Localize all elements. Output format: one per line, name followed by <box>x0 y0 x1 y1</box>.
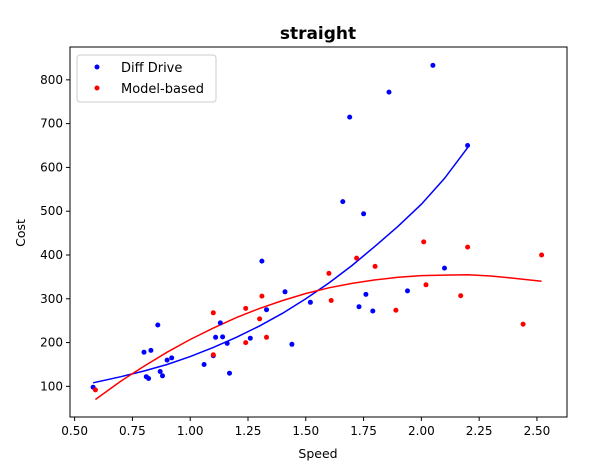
y-tick-label: 100 <box>40 379 63 393</box>
data-point-diff-drive <box>247 335 253 341</box>
data-point-diff-drive <box>361 211 367 217</box>
data-point-model-based <box>393 307 399 313</box>
plot-frame <box>69 46 568 418</box>
data-point-model-based <box>328 298 334 303</box>
data-point-diff-drive <box>148 347 154 353</box>
data-point-model-based <box>465 244 471 250</box>
data-point-diff-drive <box>227 370 232 376</box>
legend-label-model-based: Model-based <box>121 82 204 97</box>
data-point-model-based <box>259 293 265 299</box>
y-tick-label: 700 <box>40 117 63 131</box>
data-point-model-based <box>326 270 332 276</box>
legend-box <box>76 54 217 103</box>
trend-line-diff-drive <box>92 147 469 384</box>
data-point-diff-drive <box>169 355 175 361</box>
x-tick-label: 2.00 <box>408 424 435 438</box>
data-point-diff-drive <box>465 143 471 148</box>
chart-title: straight <box>280 24 356 44</box>
x-tick-label: 1.25 <box>235 424 262 438</box>
data-point-model-based <box>264 334 269 340</box>
data-point-diff-drive <box>347 114 353 120</box>
data-point-diff-drive <box>363 291 369 297</box>
y-tick-label: 200 <box>40 336 63 350</box>
x-tick-label: 1.50 <box>292 424 319 438</box>
data-point-model-based <box>458 293 464 299</box>
data-point-model-based <box>92 387 98 393</box>
data-point-diff-drive <box>259 258 265 264</box>
x-tick-label: 2.50 <box>524 424 551 438</box>
data-point-diff-drive <box>160 373 165 379</box>
data-point-model-based <box>210 352 216 358</box>
data-point-diff-drive <box>340 199 346 205</box>
x-tick-label: 1.75 <box>350 424 377 438</box>
data-point-diff-drive <box>307 299 313 305</box>
data-point-diff-drive <box>282 289 288 295</box>
data-point-diff-drive <box>370 308 376 314</box>
data-point-diff-drive <box>442 265 447 271</box>
data-point-model-based <box>243 340 249 346</box>
data-point-model-based <box>257 316 263 322</box>
data-point-diff-drive <box>224 340 230 346</box>
data-point-diff-drive <box>356 304 362 310</box>
data-points <box>90 62 545 393</box>
axis-ticks: 0.50 0.75 1.00 1.25 1.50 1.75 2.00 2.25 2.50 100 2… <box>40 73 550 438</box>
data-point-model-based <box>421 239 427 245</box>
data-point-model-based <box>243 305 249 311</box>
data-point-model-based <box>210 310 216 316</box>
data-point-diff-drive <box>155 322 161 328</box>
data-point-diff-drive <box>141 349 147 355</box>
x-tick-label: 2.25 <box>466 424 493 438</box>
data-point-diff-drive <box>164 357 170 363</box>
trend-line-model-based <box>94 273 542 401</box>
data-point-model-based <box>423 282 429 288</box>
data-point-diff-drive <box>386 89 392 95</box>
data-point-diff-drive <box>220 334 226 340</box>
legend-marker-diff-drive <box>94 64 100 70</box>
y-axis-label: Cost <box>13 219 28 247</box>
data-point-model-based <box>539 252 545 258</box>
data-point-model-based <box>372 263 378 269</box>
data-point-diff-drive <box>289 341 295 347</box>
data-point-diff-drive <box>201 362 207 367</box>
y-tick-label: 500 <box>40 204 63 218</box>
legend: Diff Drive Model-based <box>76 54 217 103</box>
data-point-model-based <box>520 321 526 327</box>
data-point-diff-drive <box>157 369 163 374</box>
x-tick-label: 0.50 <box>61 424 88 438</box>
x-tick-label: 1.00 <box>177 424 204 438</box>
data-point-model-based <box>354 255 360 261</box>
x-axis-label: Speed <box>298 446 337 461</box>
data-point-diff-drive <box>430 62 436 68</box>
y-tick-label: 400 <box>40 248 63 262</box>
data-point-diff-drive <box>213 334 219 340</box>
legend-marker-model-based <box>94 85 100 91</box>
data-point-diff-drive <box>217 320 223 326</box>
y-tick-label: 600 <box>40 160 63 174</box>
data-point-diff-drive <box>146 376 152 381</box>
legend-label-diff-drive: Diff Drive <box>121 61 182 76</box>
trend-lines <box>92 147 542 401</box>
data-point-diff-drive <box>264 307 269 313</box>
y-tick-label: 300 <box>40 292 63 306</box>
x-tick-label: 0.75 <box>119 424 146 438</box>
data-point-diff-drive <box>405 288 410 294</box>
y-tick-label: 800 <box>40 73 63 87</box>
